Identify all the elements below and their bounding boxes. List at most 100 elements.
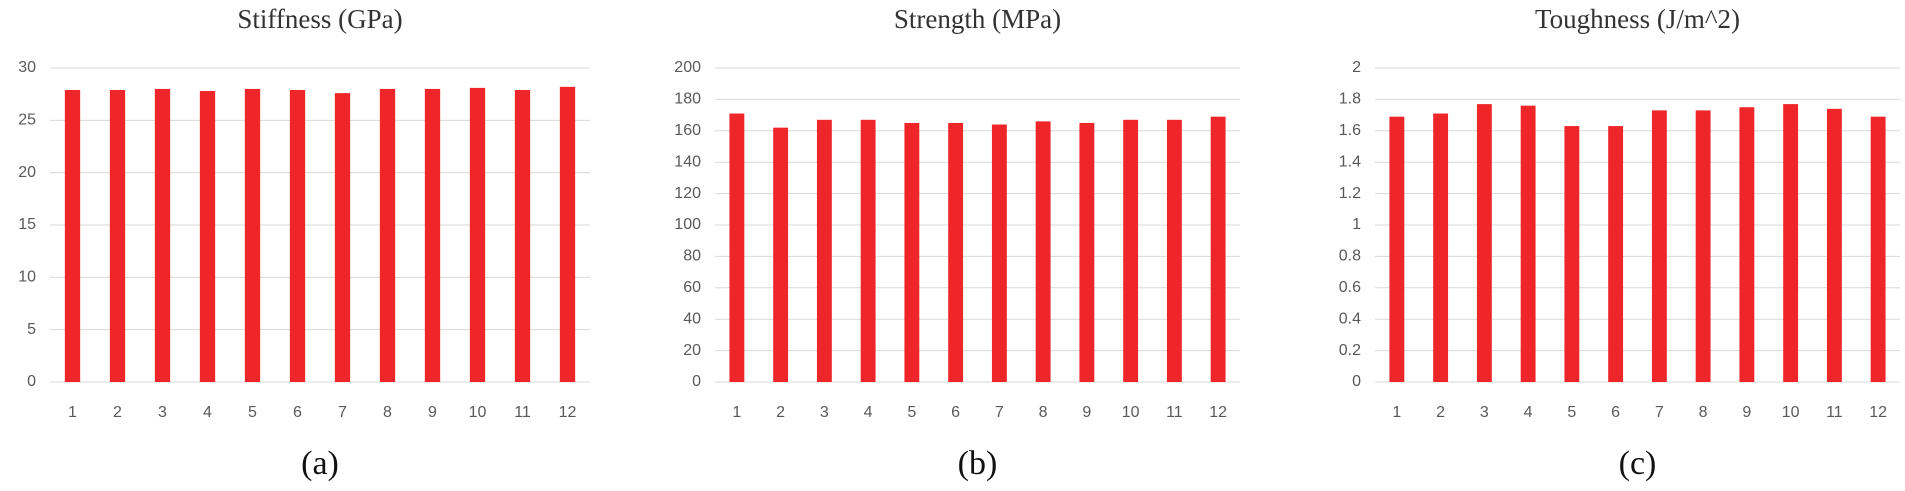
y-tick-label: 1.8	[1339, 91, 1361, 108]
y-tick-label: 0.2	[1339, 342, 1361, 359]
x-tick-label: 1	[732, 404, 741, 421]
y-tick-label: 0.4	[1339, 310, 1361, 327]
y-tick-label: 20	[18, 164, 36, 181]
bar	[816, 119, 832, 382]
bar	[334, 93, 351, 383]
bar	[904, 122, 920, 382]
y-tick-label: 0	[1352, 373, 1361, 390]
y-tick-label: 200	[674, 59, 701, 76]
bar	[559, 86, 576, 382]
caption: (a)	[301, 445, 339, 482]
x-tick-label: 7	[995, 404, 1004, 421]
bar	[1739, 107, 1755, 382]
x-tick-label: 7	[1655, 404, 1664, 421]
y-tick-label: 160	[674, 122, 701, 139]
x-tick-label: 11	[1166, 404, 1183, 421]
y-tick-label: 1.2	[1339, 185, 1361, 202]
bar	[1564, 126, 1580, 382]
bar	[154, 88, 171, 382]
bar	[289, 89, 306, 382]
x-tick-label: 4	[1524, 404, 1533, 421]
bar	[860, 119, 876, 382]
x-tick-label: 3	[820, 404, 829, 421]
bar	[1389, 116, 1405, 383]
x-tick-label: 10	[1122, 404, 1140, 421]
x-tick-label: 2	[1436, 404, 1445, 421]
y-tick-label: 30	[18, 59, 36, 76]
bar	[1826, 108, 1842, 382]
x-tick-label: 1	[68, 404, 77, 421]
bar	[1079, 122, 1095, 382]
y-tick-label: 180	[674, 91, 701, 108]
x-tick-label: 2	[113, 404, 122, 421]
y-tick-label: 25	[18, 112, 36, 129]
bar	[1695, 110, 1711, 382]
bar	[1433, 113, 1449, 382]
bar	[64, 89, 81, 382]
y-tick-label: 0	[27, 373, 36, 390]
bar	[1651, 110, 1667, 382]
bar	[514, 89, 531, 382]
x-tick-label: 10	[1782, 404, 1800, 421]
caption: (c)	[1619, 445, 1657, 482]
x-tick-label: 10	[469, 404, 487, 421]
y-tick-label: 2	[1352, 59, 1361, 76]
x-tick-label: 12	[1869, 404, 1887, 421]
x-tick-label: 9	[1082, 404, 1091, 421]
bar	[1210, 116, 1226, 383]
x-tick-label: 11	[514, 404, 531, 421]
chart-title: Toughness (J/m^2)	[1535, 4, 1740, 34]
bar	[991, 124, 1007, 383]
bar	[948, 122, 964, 382]
y-tick-label: 0	[692, 373, 701, 390]
bar	[773, 127, 789, 382]
x-tick-label: 6	[1611, 404, 1620, 421]
x-tick-label: 5	[1567, 404, 1576, 421]
x-tick-label: 3	[158, 404, 167, 421]
y-tick-label: 0.8	[1339, 248, 1361, 265]
chart-title: Stiffness (GPa)	[237, 4, 402, 34]
chart-title: Strength (MPa)	[894, 4, 1061, 34]
bar	[199, 91, 216, 382]
bar	[1520, 105, 1536, 383]
x-tick-label: 8	[1699, 404, 1708, 421]
x-tick-label: 6	[293, 404, 302, 421]
y-tick-label: 15	[18, 216, 36, 233]
y-tick-label: 80	[683, 248, 701, 265]
x-tick-label: 4	[864, 404, 873, 421]
bar	[1783, 104, 1799, 383]
x-tick-label: 1	[1392, 404, 1401, 421]
caption: (b)	[958, 445, 998, 482]
bar	[1476, 104, 1492, 383]
x-tick-label: 9	[428, 404, 437, 421]
x-tick-label: 8	[1039, 404, 1048, 421]
x-tick-label: 6	[951, 404, 960, 421]
bar	[1608, 126, 1624, 382]
bar	[379, 88, 396, 382]
y-tick-label: 5	[27, 321, 36, 338]
x-tick-label: 5	[907, 404, 916, 421]
bar	[469, 87, 486, 383]
x-tick-label: 11	[1826, 404, 1843, 421]
y-tick-label: 100	[674, 216, 701, 233]
x-tick-label: 5	[248, 404, 257, 421]
bar	[1035, 121, 1051, 382]
x-tick-label: 12	[1209, 404, 1227, 421]
bar	[424, 88, 441, 382]
x-tick-label: 3	[1480, 404, 1489, 421]
x-tick-label: 12	[559, 404, 577, 421]
bar	[1870, 116, 1886, 383]
bar	[109, 89, 126, 382]
y-tick-label: 1	[1352, 216, 1361, 233]
y-tick-label: 10	[18, 269, 36, 286]
x-tick-label: 9	[1742, 404, 1751, 421]
y-tick-label: 1.4	[1339, 153, 1361, 170]
x-tick-label: 4	[203, 404, 212, 421]
x-tick-label: 2	[776, 404, 785, 421]
y-tick-label: 120	[674, 185, 701, 202]
y-tick-label: 60	[683, 279, 701, 296]
y-tick-label: 0.6	[1339, 279, 1361, 296]
x-tick-label: 8	[383, 404, 392, 421]
